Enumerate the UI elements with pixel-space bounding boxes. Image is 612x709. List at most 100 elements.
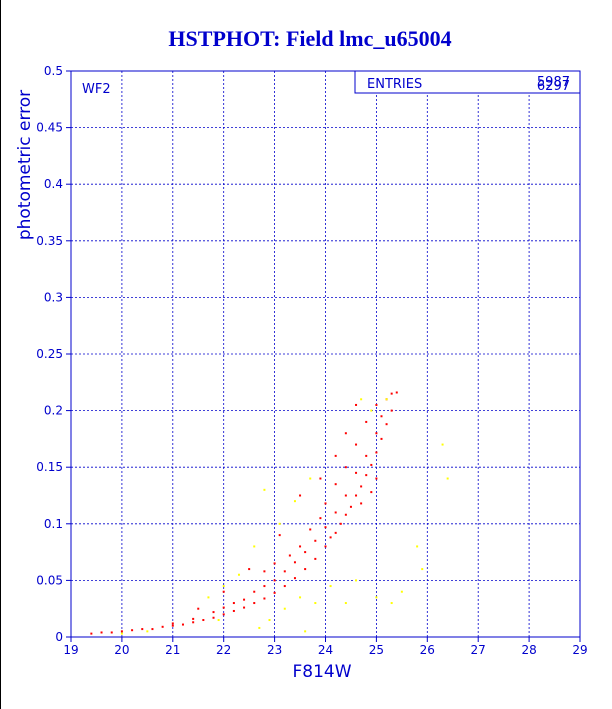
point bbox=[349, 505, 352, 508]
annotation: WF2 bbox=[82, 82, 111, 97]
point bbox=[329, 536, 332, 539]
point bbox=[309, 477, 312, 480]
point bbox=[222, 613, 225, 616]
point bbox=[237, 573, 240, 576]
point bbox=[370, 491, 373, 494]
point bbox=[375, 596, 378, 599]
point bbox=[365, 454, 368, 457]
point bbox=[293, 500, 296, 503]
point bbox=[299, 596, 302, 599]
point bbox=[263, 488, 266, 491]
plot-area: 19 20 21 22 23 24 25 26 27 28 29 0 0.05 0.1 0.15 0.2 0.2… bbox=[36, 64, 587, 657]
point bbox=[446, 477, 449, 480]
point bbox=[390, 602, 393, 605]
point bbox=[339, 522, 342, 525]
y-tick-label: 0.25 bbox=[36, 347, 63, 361]
point bbox=[263, 570, 266, 573]
point bbox=[365, 420, 368, 423]
x-tick-label: 20 bbox=[114, 643, 129, 657]
y-tick-label: 0.15 bbox=[36, 460, 63, 474]
y-tick-label: 0.1 bbox=[44, 517, 63, 531]
point bbox=[273, 591, 276, 594]
point bbox=[131, 629, 134, 632]
point bbox=[304, 551, 307, 554]
plot-frame bbox=[70, 70, 581, 638]
point bbox=[110, 631, 113, 634]
point bbox=[309, 528, 312, 531]
point bbox=[344, 513, 347, 516]
x-tick-label: 21 bbox=[165, 643, 180, 657]
point bbox=[212, 616, 215, 619]
point bbox=[197, 607, 200, 610]
point bbox=[324, 502, 327, 505]
point bbox=[243, 606, 246, 609]
x-tick-label: 23 bbox=[267, 643, 282, 657]
y-axis-label: photometric error bbox=[15, 90, 35, 240]
point bbox=[360, 398, 363, 401]
point bbox=[278, 522, 281, 525]
point bbox=[171, 624, 174, 627]
point bbox=[441, 443, 444, 446]
point bbox=[400, 590, 403, 593]
point bbox=[283, 607, 286, 610]
point bbox=[329, 585, 332, 588]
stats-box bbox=[354, 70, 581, 94]
point bbox=[283, 585, 286, 588]
stats-label: ENTRIES bbox=[367, 77, 422, 92]
point bbox=[304, 568, 307, 571]
point bbox=[314, 557, 317, 560]
x-tick-label: 27 bbox=[471, 643, 486, 657]
point bbox=[344, 602, 347, 605]
point bbox=[100, 631, 103, 634]
x-tick-label: 29 bbox=[572, 643, 587, 657]
point bbox=[416, 545, 419, 548]
point bbox=[293, 561, 296, 564]
point bbox=[355, 494, 358, 497]
point bbox=[192, 621, 195, 624]
point bbox=[360, 485, 363, 488]
point bbox=[385, 398, 388, 401]
point bbox=[365, 474, 368, 477]
point bbox=[380, 437, 383, 440]
y-tick-label: 0.4 bbox=[44, 177, 63, 191]
y-tick-label: 0.5 bbox=[44, 64, 63, 78]
point bbox=[120, 630, 123, 633]
point bbox=[273, 579, 276, 582]
point bbox=[334, 511, 337, 514]
point bbox=[243, 598, 246, 601]
x-tick-label: 22 bbox=[216, 643, 231, 657]
point bbox=[146, 630, 149, 633]
point bbox=[344, 466, 347, 469]
y-tick-label: 0.35 bbox=[36, 234, 63, 248]
point bbox=[299, 545, 302, 548]
point bbox=[390, 409, 393, 412]
point bbox=[421, 568, 424, 571]
point bbox=[324, 526, 327, 529]
point bbox=[355, 471, 358, 474]
point bbox=[314, 602, 317, 605]
y-tick-label: 0.3 bbox=[44, 290, 63, 304]
x-tick-label: 25 bbox=[369, 643, 384, 657]
stats-value: 6297 bbox=[537, 79, 570, 94]
point bbox=[222, 606, 225, 609]
y-tick-label: 0.05 bbox=[36, 573, 63, 587]
point bbox=[258, 626, 261, 629]
point bbox=[263, 585, 266, 588]
point bbox=[360, 502, 363, 505]
point bbox=[232, 602, 235, 605]
point bbox=[319, 517, 322, 520]
point bbox=[355, 443, 358, 446]
point bbox=[161, 625, 164, 628]
point bbox=[253, 602, 256, 605]
point bbox=[253, 590, 256, 593]
point bbox=[120, 632, 123, 635]
point bbox=[217, 619, 220, 622]
point bbox=[207, 596, 210, 599]
point bbox=[248, 568, 251, 571]
point bbox=[192, 617, 195, 620]
point bbox=[299, 494, 302, 497]
point bbox=[171, 622, 174, 625]
point bbox=[385, 423, 388, 426]
point bbox=[390, 392, 393, 395]
